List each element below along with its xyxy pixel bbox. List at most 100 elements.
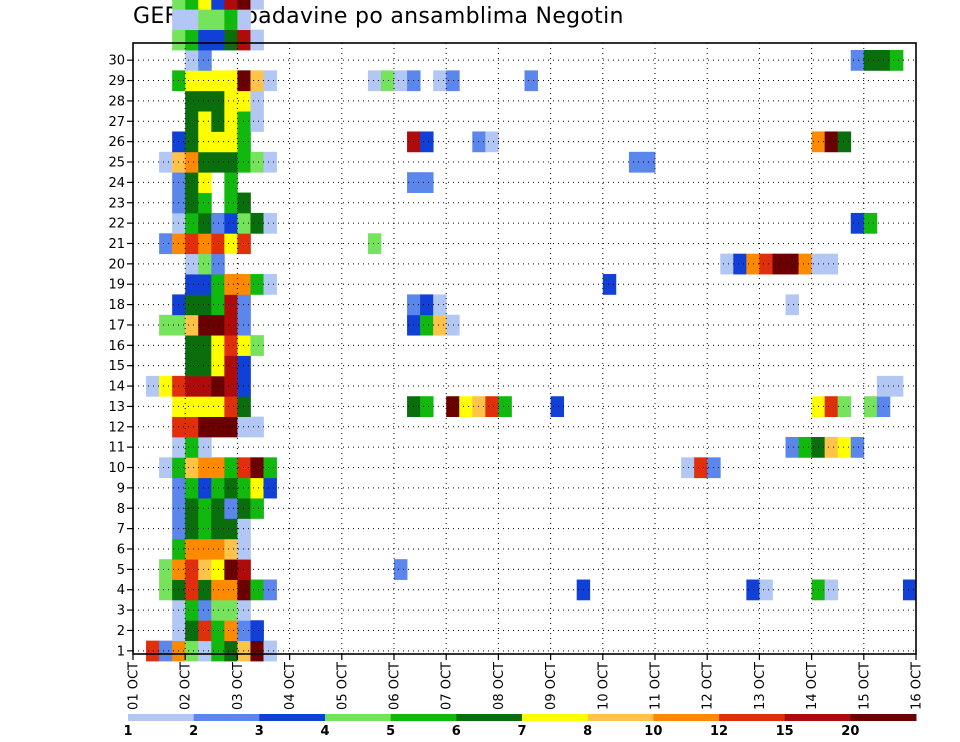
x-tick-label: 12 OCT [701,662,716,710]
heatmap-cell [185,498,199,519]
heatmap-cell [159,375,173,397]
y-tick-label: 18 [108,298,125,313]
heatmap-cell [198,477,212,499]
heatmap-cell [224,29,238,51]
heatmap-cell [459,396,473,417]
colorbar-segment [850,714,917,721]
x-tick-label: 03 OCT [231,662,246,710]
heatmap-cell [394,70,408,92]
heatmap-cell [824,131,839,153]
heatmap-cell [263,640,277,662]
heatmap-cell [224,192,238,214]
heatmap-cell [185,579,199,601]
heatmap-cell [185,131,199,153]
colorbar-label: 20 [841,724,859,739]
heatmap-cell [185,172,199,193]
heatmap-cell [785,294,799,316]
heatmap-cell [185,599,199,621]
heatmap-cell [185,212,199,234]
x-tick-label: 02 OCT [179,662,194,710]
heatmap-cell [185,538,199,560]
heatmap-cell [380,70,395,92]
heatmap-cell [263,457,277,479]
heatmap-cell [198,559,212,580]
heatmap-cell [172,29,186,51]
y-tick-label: 4 [117,583,125,598]
heatmap-cell [850,212,865,234]
heatmap-cell [224,416,238,438]
heatmap-cell [185,335,199,356]
heatmap-cell [250,274,264,295]
heatmap-cell [237,396,251,417]
heatmap-cell [237,599,251,621]
heatmap-cell [837,436,852,458]
x-axis: 01 OCT 02 OCT 03 OCT 04 OCT 05 OCT 06 OCT 07 O… [127,654,925,710]
heatmap-cell [250,579,264,601]
heatmap-cell [250,0,264,10]
heatmap-cell [237,355,251,377]
heatmap-cell [420,172,434,193]
heatmap-cell [250,640,264,662]
heatmap-cell [850,50,865,71]
heatmap-cell [237,477,251,499]
colorbar-label: 5 [386,724,395,739]
heatmap-cell [185,559,199,580]
y-tick-label: 20 [108,257,125,272]
colorbar-segment [193,714,260,721]
heatmap-cell [159,457,173,479]
heatmap-cell [185,70,199,92]
colorbar-segment [587,714,654,721]
heatmap-cell [550,396,565,417]
heatmap-cell [198,335,212,356]
heatmap-cell [185,50,199,71]
heatmap-cell [628,151,643,173]
heatmap-cell [250,212,264,234]
y-tick-label: 26 [108,135,125,150]
y-tick-label: 2 [117,624,125,639]
colorbar-label: 12 [710,724,728,739]
y-tick-label: 29 [108,74,125,89]
heatmap-cell [785,436,799,458]
heatmap-cell [224,518,238,540]
heatmap-cell [185,416,199,438]
colorbar-label: 2 [189,724,198,739]
heatmap-cell [198,29,212,51]
heatmap-cell [237,375,251,397]
y-tick-label: 7 [117,522,125,537]
colorbar-segment [456,714,523,721]
heatmap-cell [185,29,199,51]
colorbar-segment [390,714,457,721]
heatmap-cell [237,498,251,519]
heatmap-cell [837,396,852,417]
heatmap-cell [224,294,238,316]
heatmap-cell [198,253,212,275]
heatmap-cell [863,396,878,417]
y-tick-label: 25 [108,156,125,171]
heatmap-cell [198,640,212,662]
heatmap-cell [198,233,212,255]
colorbar-segment [719,714,786,721]
colorbar-segment [522,714,589,721]
heatmap-cell [263,70,277,92]
heatmap-cell [198,294,212,316]
heatmap-cell [224,498,238,519]
heatmap-cell [863,50,878,71]
heatmap-cell [159,233,173,255]
heatmap-cell [250,498,264,519]
x-tick-label: 06 OCT [388,662,403,710]
y-tick-label: 6 [117,542,125,557]
heatmap-cell [237,111,251,132]
heatmap-cell [237,233,251,255]
heatmap-cell [198,172,212,193]
heatmap-cell [211,9,225,31]
colorbar-label: 6 [452,724,461,739]
x-tick-label: 13 OCT [753,662,768,710]
heatmap-cell [224,9,238,31]
heatmap-cell [198,90,212,112]
heatmap-cell [824,396,839,417]
heatmap-cell [420,131,434,153]
heatmap-cell [485,396,499,417]
heatmap-cell [198,436,212,458]
heatmap-cell [198,599,212,621]
heatmap-cell [198,151,212,173]
